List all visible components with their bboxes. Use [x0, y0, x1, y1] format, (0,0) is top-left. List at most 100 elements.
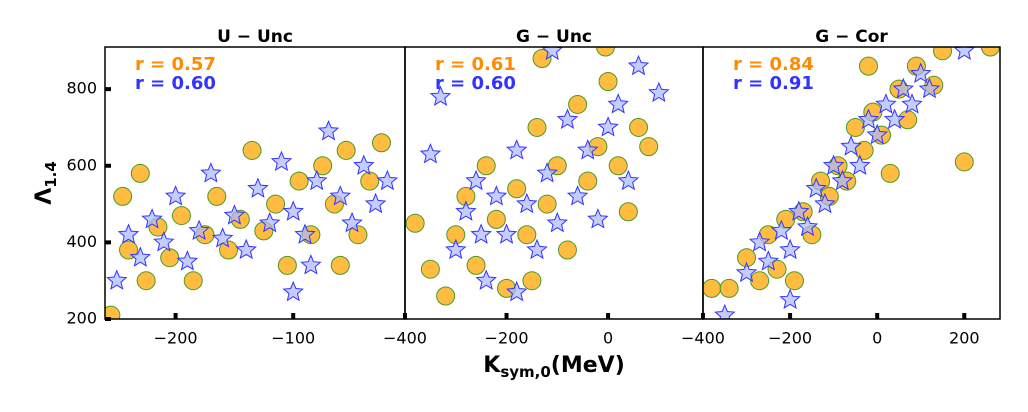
- star-point: [294, 223, 316, 244]
- star-point: [211, 227, 234, 248]
- circle-point: [466, 255, 486, 275]
- star-point: [200, 162, 222, 183]
- circle-point: [933, 47, 953, 61]
- star-point: [909, 62, 932, 83]
- star-point: [129, 246, 152, 267]
- circle-point: [436, 286, 456, 306]
- star-point: [247, 177, 269, 198]
- plot-area: [703, 47, 1000, 319]
- x-tick-label: 200: [949, 329, 980, 348]
- star-point: [831, 169, 854, 191]
- star-point: [770, 219, 793, 241]
- star-point: [918, 77, 941, 99]
- annotation: r = 0.91: [733, 73, 814, 94]
- circle-point: [183, 271, 203, 291]
- y-tick-label: 200: [66, 309, 97, 328]
- annotation: r = 0.57: [135, 54, 216, 75]
- circle-point: [289, 171, 309, 191]
- star-point: [536, 162, 558, 183]
- star-point: [153, 231, 175, 252]
- y-tick-label: 400: [66, 232, 97, 251]
- annotation: r = 0.60: [435, 73, 516, 94]
- circle-point: [476, 156, 496, 176]
- circle-point: [507, 179, 527, 199]
- star-point: [875, 93, 897, 114]
- circle-point: [629, 117, 649, 137]
- star-point: [587, 208, 609, 229]
- circle-point: [537, 194, 557, 214]
- circle-point: [639, 137, 659, 157]
- y-label-main: Λ: [32, 188, 57, 205]
- star-point: [566, 185, 589, 206]
- circle-point: [336, 140, 356, 160]
- star-point: [607, 93, 629, 114]
- star-point: [627, 54, 650, 76]
- circle-point: [371, 133, 391, 153]
- star-point: [516, 192, 538, 214]
- y-axis-label: Λ1.4: [32, 161, 60, 205]
- star-point: [892, 77, 915, 99]
- star-point: [455, 200, 477, 221]
- circle-point: [360, 171, 380, 191]
- panel-title: G − Cor: [815, 27, 888, 47]
- star-point: [748, 231, 771, 252]
- circle-point: [113, 186, 133, 206]
- x-tick-label: −200: [768, 329, 812, 348]
- circle-point: [858, 56, 878, 76]
- circle-point: [330, 255, 350, 275]
- star-point: [953, 47, 976, 60]
- star-point: [223, 204, 246, 225]
- star-point: [270, 150, 293, 172]
- star-point: [419, 143, 442, 164]
- star-point: [258, 211, 281, 233]
- star-point: [106, 269, 128, 290]
- star-point: [485, 185, 508, 206]
- circle-point: [277, 255, 297, 275]
- x-tick-label: −200: [154, 329, 198, 348]
- star-point: [901, 93, 923, 114]
- circle-point: [527, 117, 547, 137]
- star-point: [470, 223, 492, 244]
- star-point: [814, 192, 836, 214]
- circle-point: [486, 209, 506, 229]
- x-tick-label: 0: [872, 329, 882, 348]
- star-point: [617, 169, 640, 191]
- star-point: [735, 261, 758, 283]
- star-point: [364, 192, 387, 214]
- star-point: [714, 303, 736, 319]
- circle-point: [242, 140, 262, 160]
- star-point: [788, 200, 810, 221]
- star-point: [475, 269, 497, 290]
- circle-point: [980, 47, 1000, 57]
- star-point: [597, 116, 619, 137]
- star-point: [883, 108, 906, 129]
- star-point: [429, 85, 452, 106]
- circle-point: [517, 225, 537, 245]
- star-point: [117, 223, 140, 244]
- circle-point: [532, 48, 552, 68]
- circle-point: [784, 271, 804, 291]
- circle-point: [160, 248, 180, 268]
- star-point: [329, 185, 352, 206]
- circle-point: [348, 225, 368, 245]
- star-point: [779, 288, 801, 309]
- star-point: [505, 280, 528, 302]
- star-point: [648, 81, 670, 103]
- x-label-unit: (MeV): [551, 353, 625, 378]
- star-point: [353, 154, 375, 175]
- x-tick-label: −200: [485, 329, 529, 348]
- star-point: [176, 250, 199, 271]
- x-tick-label: −100: [271, 329, 315, 348]
- circle-point: [136, 271, 156, 291]
- star-point: [779, 238, 801, 260]
- circle-point: [105, 305, 121, 319]
- star-point: [757, 250, 780, 271]
- y-label-sub: 1.4: [42, 161, 60, 188]
- circle-point: [618, 202, 638, 222]
- star-point: [857, 108, 880, 129]
- circle-point: [954, 152, 974, 172]
- annotation: r = 0.60: [135, 73, 216, 94]
- star-point: [445, 238, 467, 260]
- star-point: [576, 139, 599, 160]
